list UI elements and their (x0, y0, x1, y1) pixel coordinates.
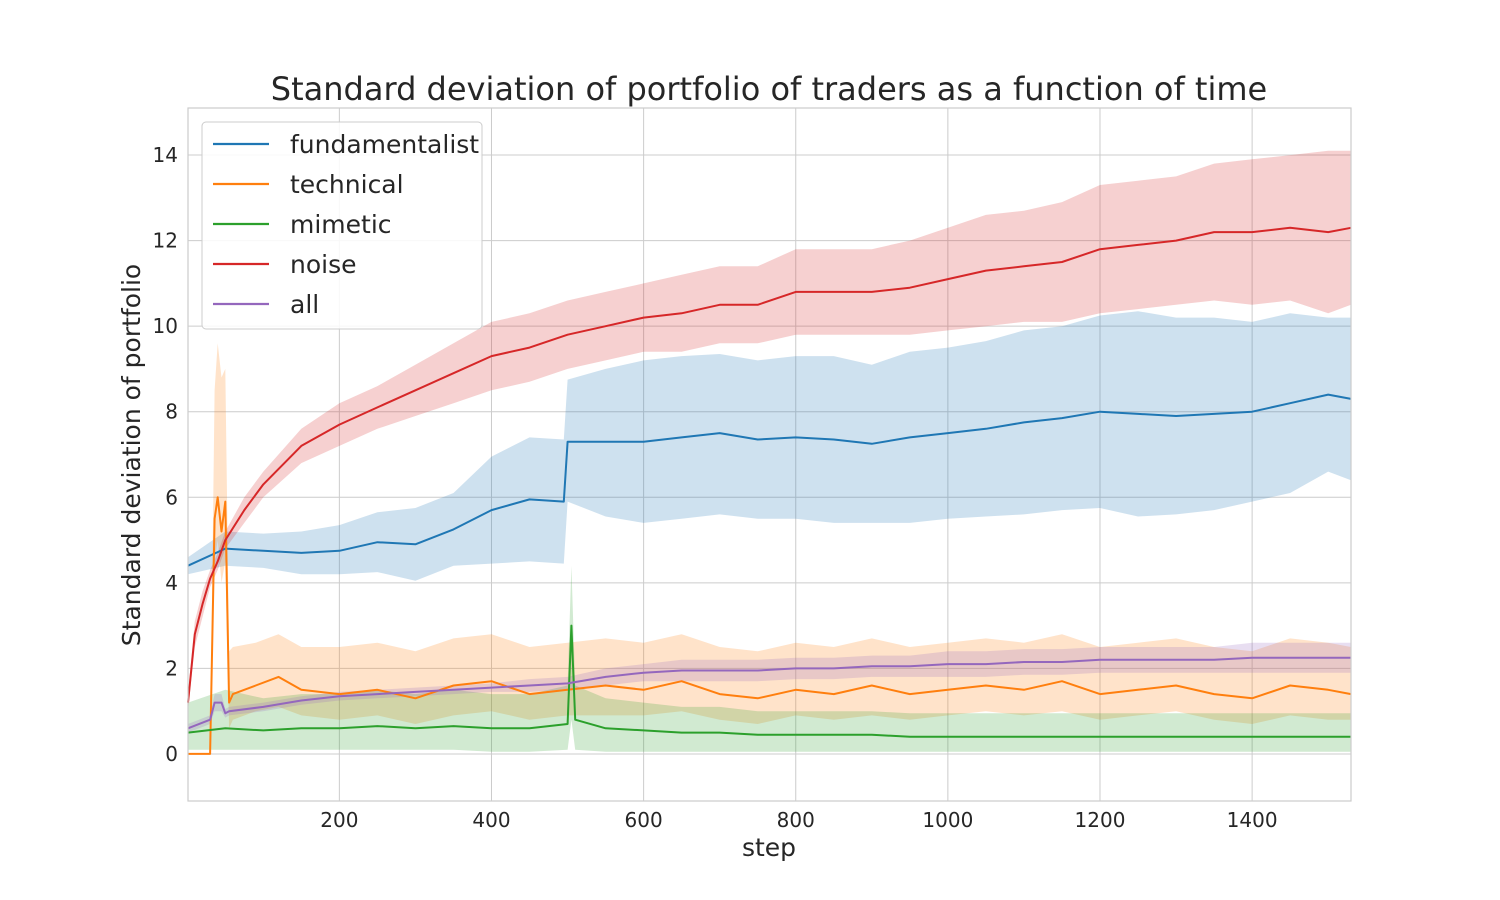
y-axis-title: Standard deviation of portfolio (117, 264, 146, 646)
series-lines (187, 226, 1352, 755)
x-tick-label: 600 (625, 808, 663, 832)
y-tick-label: 14 (153, 143, 178, 167)
confidence-bands (188, 150, 1351, 754)
y-tick-label: 12 (153, 229, 178, 253)
band-fundamentalist (188, 311, 1351, 581)
legend-box (201, 121, 483, 330)
band-technical (188, 343, 1351, 754)
y-tick-label: 8 (165, 400, 178, 424)
y-tick-labels: 0 2 4 6 8 10 12 14 (153, 143, 178, 766)
y-tick-label: 0 (165, 742, 178, 766)
y-tick-label: 2 (165, 656, 178, 680)
x-tick-label: 1000 (922, 808, 973, 832)
legend-label-all: all (290, 290, 319, 319)
y-tick-label: 6 (165, 485, 178, 509)
chart-title: Standard deviation of portfolio of trade… (271, 70, 1267, 108)
x-tick-labels: 200 400 600 800 1000 1200 1400 (320, 808, 1277, 832)
legend-label-technical: technical (290, 170, 404, 199)
line-mimetic (187, 624, 1351, 738)
line-noise (187, 226, 1352, 703)
legend: fundamentalist technical mimetic noise all (201, 121, 483, 330)
band-all (188, 642, 1351, 733)
line-technical (188, 496, 1352, 755)
legend-label-mimetic: mimetic (290, 210, 392, 239)
y-tick-label: 4 (165, 571, 178, 595)
line-fundamentalist (187, 393, 1352, 567)
x-tick-label: 200 (320, 808, 358, 832)
band-noise (188, 150, 1351, 712)
y-tick-label: 10 (153, 314, 178, 338)
band-mimetic (188, 565, 1351, 752)
legend-label-noise: noise (290, 250, 357, 279)
x-tick-label: 1200 (1075, 808, 1126, 832)
line-all (187, 656, 1351, 730)
legend-label-fundamentalist: fundamentalist (290, 130, 479, 159)
x-tick-label: 800 (777, 808, 815, 832)
x-tick-label: 400 (472, 808, 510, 832)
grid (188, 108, 1351, 801)
x-axis-title: step (742, 833, 796, 862)
plot-frame (187, 107, 1352, 802)
x-tick-label: 1400 (1227, 808, 1278, 832)
